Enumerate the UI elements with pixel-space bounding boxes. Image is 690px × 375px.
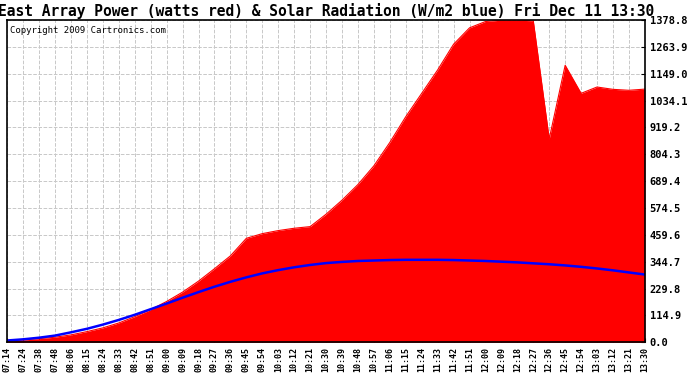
Title: East Array Power (watts red) & Solar Radiation (W/m2 blue) Fri Dec 11 13:30: East Array Power (watts red) & Solar Rad… (0, 3, 654, 19)
Text: Copyright 2009 Cartronics.com: Copyright 2009 Cartronics.com (10, 26, 166, 35)
